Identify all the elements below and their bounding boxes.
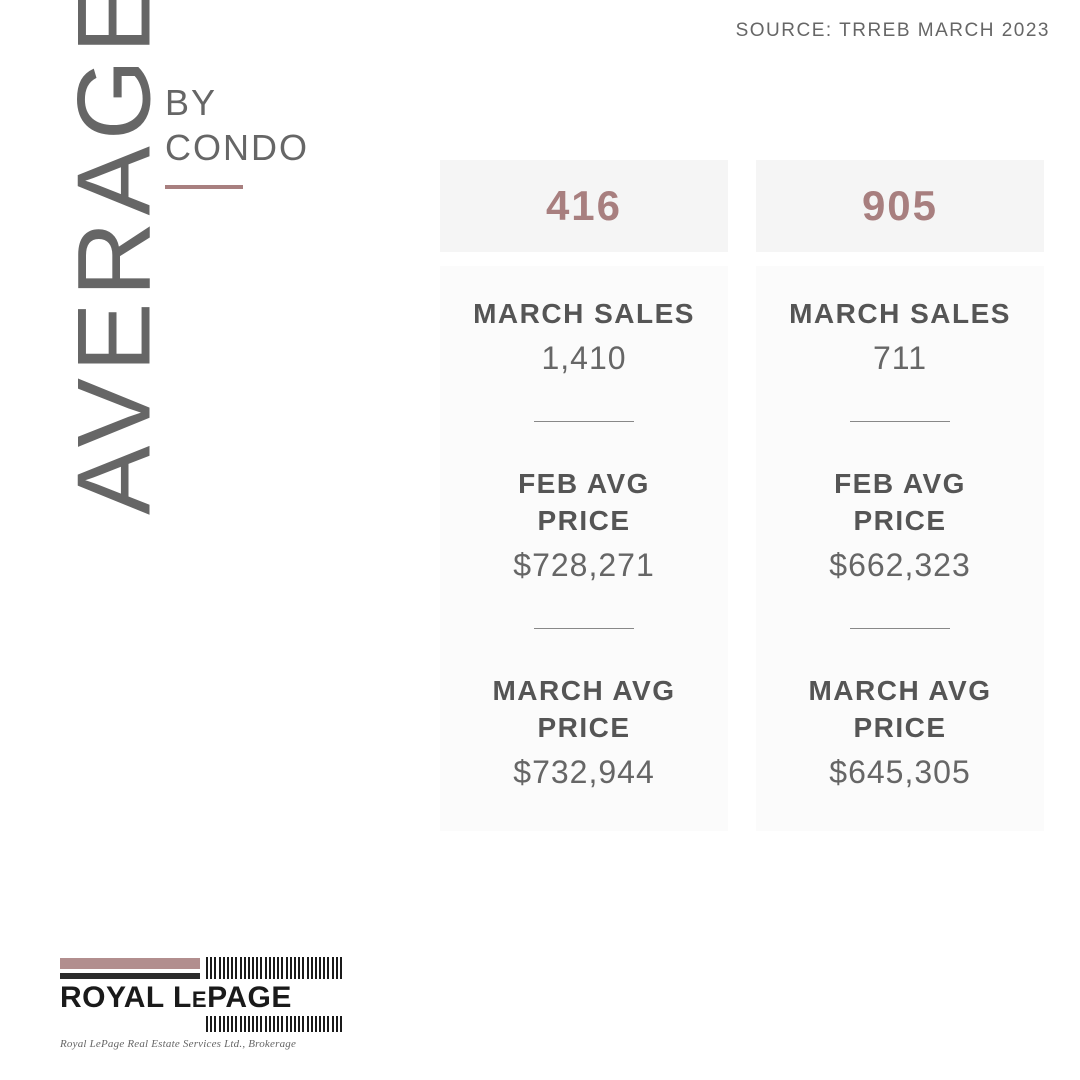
card-header: 416	[440, 160, 728, 252]
divider	[850, 421, 950, 422]
logo-top-bars	[60, 957, 360, 979]
stat-value: $728,271	[513, 547, 654, 584]
logo-text-row: ROYAL LEPAGE	[60, 983, 360, 1013]
card-body: MARCH SALES 1,410 FEB AVGPRICE $728,271 …	[440, 266, 728, 831]
logo-bar-icon	[60, 958, 200, 969]
royal-lepage-logo: ROYAL LEPAGE Royal LePage Real Estate Se…	[60, 957, 360, 1050]
stat-label: MARCH AVGPRICE	[492, 673, 675, 746]
stat-label: FEB AVGPRICE	[518, 466, 650, 539]
stat-label: FEB AVGPRICE	[834, 466, 966, 539]
logo-bar-icon	[60, 973, 200, 979]
divider	[534, 421, 634, 422]
logo-name: ROYAL LEPAGE	[60, 983, 292, 1013]
vertical-title: AVERAGE PRICE	[56, 0, 175, 515]
stat-label: MARCH SALES	[789, 296, 1011, 332]
cards-container: 416 MARCH SALES 1,410 FEB AVGPRICE $728,…	[440, 160, 1044, 831]
source-line: SOURCE: TRREB MARCH 2023	[736, 20, 1050, 42]
subtitle: BY CONDO	[165, 80, 309, 170]
card-header: 905	[756, 160, 1044, 252]
logo-subtext: Royal LePage Real Estate Services Ltd., …	[60, 1038, 360, 1050]
barcode-icon	[206, 957, 342, 979]
accent-bar	[165, 185, 243, 189]
subtitle-line-2: CONDO	[165, 127, 309, 168]
divider	[534, 628, 634, 629]
subtitle-line-1: BY	[165, 82, 217, 123]
stat-value: $732,944	[513, 754, 654, 791]
card-905: 905 MARCH SALES 711 FEB AVGPRICE $662,32…	[756, 160, 1044, 831]
divider	[850, 628, 950, 629]
barcode-icon	[206, 1016, 360, 1032]
card-body: MARCH SALES 711 FEB AVGPRICE $662,323 MA…	[756, 266, 1044, 831]
card-416: 416 MARCH SALES 1,410 FEB AVGPRICE $728,…	[440, 160, 728, 831]
stat-value: 1,410	[541, 340, 626, 377]
stat-label: MARCH SALES	[473, 296, 695, 332]
stat-value: $662,323	[829, 547, 970, 584]
stat-value: 711	[873, 340, 927, 377]
stat-value: $645,305	[829, 754, 970, 791]
stat-label: MARCH AVGPRICE	[808, 673, 991, 746]
